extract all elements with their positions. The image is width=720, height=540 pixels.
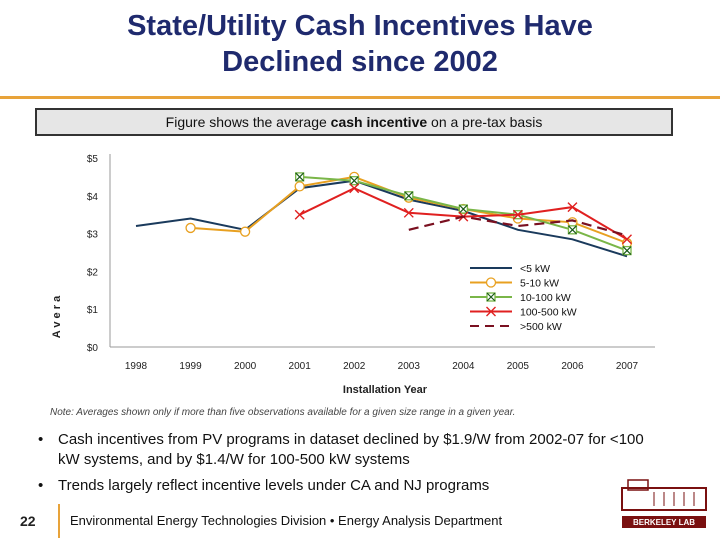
caption-bold: cash incentive <box>330 114 428 130</box>
data-point-x <box>349 183 360 194</box>
caption-post: on a pre-tax basis <box>427 114 543 130</box>
data-point-circle <box>485 277 497 288</box>
legend-label: <5 kW <box>520 263 550 275</box>
y-tick-label: $5 <box>87 154 99 165</box>
figure-caption: Figure shows the average cash incentive … <box>35 108 673 136</box>
x-tick-label: 2005 <box>507 361 530 372</box>
x-tick-label: 2001 <box>289 361 312 372</box>
y-tick-label: $3 <box>87 230 99 241</box>
series-line <box>190 175 628 244</box>
title-rule <box>0 96 720 99</box>
slide-title-line2: Declined since 2002 <box>222 46 498 78</box>
series-line <box>408 215 628 237</box>
data-point-box-cross <box>295 172 305 182</box>
bullet-list: • Cash incentives from PV programs in dat… <box>38 430 658 502</box>
legend-label: 10-100 kW <box>520 292 571 304</box>
bullet-text: Cash incentives from PV programs in data… <box>58 431 644 468</box>
legend-label: >500 kW <box>520 321 562 333</box>
y-tick-label: $2 <box>87 267 99 278</box>
data-point-box-cross <box>458 204 468 214</box>
bullet-item: • Cash incentives from PV programs in dat… <box>38 430 658 470</box>
page-number: 22 <box>20 513 36 529</box>
footer-divider <box>58 504 60 538</box>
data-point-box-cross <box>568 225 577 235</box>
slide-title: State/Utility Cash Incentives Have Decli… <box>0 8 720 80</box>
chart-note: Note: Averages shown only if more than f… <box>50 407 516 418</box>
data-point-x <box>294 209 305 220</box>
data-point-x <box>512 209 523 220</box>
legend-label: 5-10 kW <box>520 278 559 290</box>
slide-title-line1: State/Utility Cash Incentives Have <box>127 10 593 42</box>
y-tick-label: $1 <box>87 305 99 316</box>
footer-text: Environmental Energy Technologies Divisi… <box>70 513 503 528</box>
y-axis-label: A v e r a <box>51 295 63 338</box>
data-point-box-cross <box>486 292 496 302</box>
x-tick-label: 2002 <box>343 361 366 372</box>
y-tick-label: $0 <box>87 343 99 354</box>
data-point-x <box>403 207 414 218</box>
data-point-box-cross <box>404 191 414 201</box>
x-axis-label: Installation Year <box>343 384 428 396</box>
data-point-x <box>622 234 632 245</box>
bullet-dot-icon: • <box>38 431 44 448</box>
data-point-circle <box>239 226 251 237</box>
data-point-circle <box>185 222 196 234</box>
x-tick-label: 2003 <box>398 361 421 372</box>
data-point-x <box>486 306 496 317</box>
bullet-item: • Trends largely reflect incentive levels… <box>38 476 658 496</box>
data-point-box-cross <box>349 176 359 186</box>
bullet-text: Trends largely reflect incentive levels … <box>58 477 490 494</box>
series-line <box>135 179 628 258</box>
berkeley-lab-logo: BERKELEY LAB <box>621 479 707 528</box>
x-tick-label: 2004 <box>452 361 475 372</box>
x-tick-label: 2006 <box>561 361 584 372</box>
x-tick-label: 2000 <box>234 361 257 372</box>
incentive-line-chart: $0 $1 $2 $3 $4 $5 1998 1999 2000 2001 2002 2003 2004… <box>51 154 655 396</box>
x-tick-label: 1999 <box>179 361 202 372</box>
data-point-box-cross <box>622 246 632 256</box>
x-tick-label: 1998 <box>125 361 148 372</box>
x-tick-label: 2007 <box>616 361 639 372</box>
data-point-circle <box>294 181 305 192</box>
y-tick-label: $4 <box>87 192 99 203</box>
logo-text: BERKELEY LAB <box>633 518 695 527</box>
legend-label: 100-500 kW <box>520 307 577 319</box>
bullet-dot-icon: • <box>38 477 44 494</box>
caption-pre: Figure shows the average <box>165 114 331 130</box>
data-point-x <box>567 202 578 213</box>
